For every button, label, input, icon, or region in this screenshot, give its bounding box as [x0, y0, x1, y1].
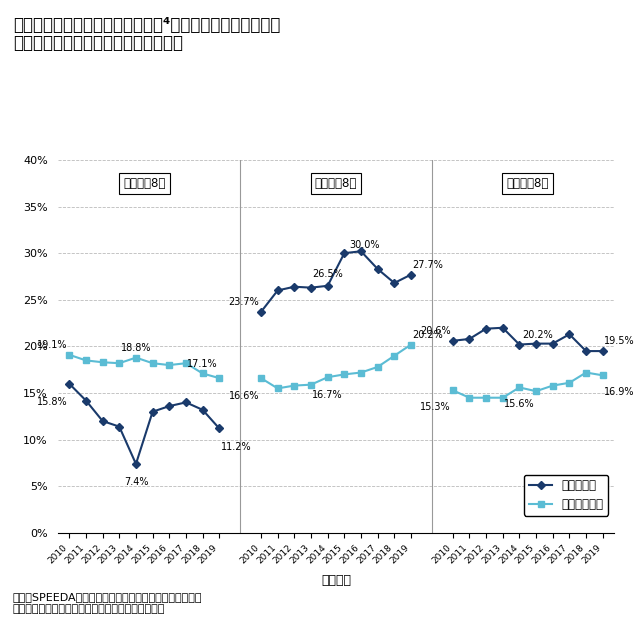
Text: 18.8%: 18.8%	[121, 343, 151, 353]
Text: 15.3%: 15.3%	[420, 402, 451, 412]
Text: 図５　日米欧製薬企業（大手８社⁴）、５）、７））の研究: 図５ 日米欧製薬企業（大手８社⁴）、５）、７））の研究	[13, 16, 280, 34]
Text: 15.8%: 15.8%	[37, 397, 68, 407]
Text: 19.5%: 19.5%	[604, 337, 635, 346]
Text: 16.7%: 16.7%	[312, 389, 343, 399]
Text: 17.1%: 17.1%	[188, 359, 218, 369]
Text: 米国企業8社: 米国企業8社	[315, 177, 357, 190]
Text: 20.2%: 20.2%	[413, 330, 444, 340]
Text: 19.1%: 19.1%	[37, 340, 68, 350]
Legend: 営業利益率, 研究開発費率: 営業利益率, 研究開発費率	[524, 475, 609, 516]
Text: 15.6%: 15.6%	[504, 399, 534, 409]
Text: 7.4%: 7.4%	[124, 477, 148, 487]
X-axis label: 会計年度: 会計年度	[321, 574, 351, 586]
Text: 16.6%: 16.6%	[229, 391, 259, 401]
Text: 23.7%: 23.7%	[228, 297, 259, 307]
Text: 26.5%: 26.5%	[312, 269, 343, 279]
Text: 11.2%: 11.2%	[221, 442, 252, 452]
Text: 27.7%: 27.7%	[413, 260, 444, 270]
Text: 欧州企業8社: 欧州企業8社	[506, 177, 549, 190]
Text: 16.9%: 16.9%	[604, 387, 635, 397]
Text: 20.6%: 20.6%	[420, 326, 451, 336]
Text: 20.2%: 20.2%	[523, 330, 554, 340]
Text: 出所：SPEEDA（株式会社ユーザベース）、有価証券報告
書、決算情報をもとに医薬産業政策研究所にて作成: 出所：SPEEDA（株式会社ユーザベース）、有価証券報告 書、決算情報をもとに医…	[13, 593, 202, 614]
Text: 開発費率と営業利益率の年次推移: 開発費率と営業利益率の年次推移	[13, 34, 183, 53]
Text: 30.0%: 30.0%	[349, 240, 380, 250]
Text: 日本企業8社: 日本企業8社	[123, 177, 166, 190]
